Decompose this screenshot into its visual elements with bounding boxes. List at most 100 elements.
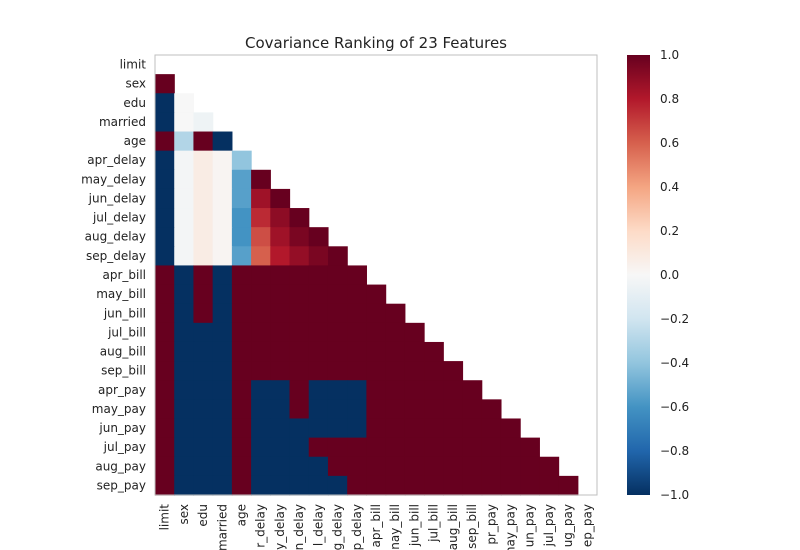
heatmap-cell-edu-limit [155, 93, 175, 113]
heatmap-cell-aug_bill-may_delay [270, 341, 291, 362]
heatmap-cell-jul_delay-apr_delay [251, 208, 271, 228]
heatmap-cell-jun_bill-may_delay [270, 303, 291, 324]
colorbar-tick-label: −0.6 [660, 400, 689, 414]
heatmap-cell-jun_bill-age [231, 303, 252, 324]
y-tick-label-jun_bill: jun_bill [103, 306, 146, 320]
heatmap-cell-may_bill-edu [193, 284, 214, 305]
heatmap-cell-sep_pay-aug_bill [443, 475, 464, 496]
heatmap-cell-aug_delay-may_delay [270, 227, 291, 247]
heatmap-cell-jul_bill-age [231, 322, 252, 343]
heatmap-cell-sep_bill-may_bill [385, 361, 406, 381]
heatmap-cell-jun_delay-edu [193, 188, 214, 209]
heatmap-cell-aug_delay-sex [174, 227, 195, 247]
y-tick-label-edu: edu [123, 96, 146, 110]
heatmap-cell-jul_delay-may_delay [270, 208, 291, 228]
heatmap-cell-jun_pay-edu [193, 418, 214, 439]
colorbar-tick-label: 1.0 [660, 48, 679, 62]
x-tick-label-sep_pay: ep_pay [580, 504, 594, 547]
heatmap-cell-aug_bill-jun_delay [289, 341, 310, 362]
heatmap-cell-apr_pay-aug_bill [443, 380, 464, 400]
heatmap-cell-aug_bill-edu [193, 341, 214, 362]
x-tick-label-aug_pay: ug_pay [561, 504, 575, 547]
heatmap-cell-may_delay-sex [174, 169, 195, 190]
heatmap-cell-married-sex [174, 112, 195, 133]
heatmap-cell-aug_pay-apr_pay [481, 456, 502, 477]
heatmap-cell-may_pay-sex [174, 399, 195, 420]
heatmap-cell-jul_bill-jun_bill [404, 322, 425, 343]
heatmap-cell-may_bill-aug_delay [327, 284, 348, 305]
heatmap-cell-aug_pay-apr_delay [251, 456, 271, 477]
heatmap-cell-may_pay-edu [193, 399, 214, 420]
y-tick-label-married: married [99, 115, 146, 129]
colorbar-tick-label: 0.2 [660, 224, 679, 238]
heatmap-cell-may_pay-limit [155, 399, 175, 420]
heatmap-cell-age-edu [193, 131, 214, 152]
heatmap-cell-apr_pay-jul_bill [424, 380, 444, 400]
heatmap-cell-sep_delay-aug_delay [327, 246, 348, 267]
heatmap-cell-age-limit [155, 131, 175, 152]
heatmap-cell-jun_pay-aug_delay [327, 418, 348, 439]
x-tick-labels: limit sex edu married age r_delay y_delay n_del… [158, 504, 595, 550]
x-tick-label-jul_pay: jul_pay [542, 504, 556, 547]
colorbar-tick-label: 0.0 [660, 268, 679, 282]
heatmap-cell-may_bill-may_delay [270, 284, 291, 305]
heatmap-cell-sep_pay-jul_delay [308, 475, 329, 496]
y-tick-label-may_pay: may_pay [92, 402, 146, 416]
colorbar-tick-label: −0.8 [660, 444, 689, 458]
plot-frame [154, 54, 598, 496]
heatmap-cell-may_pay-sep_bill [462, 399, 483, 420]
heatmap-cell-jul_delay-edu [193, 208, 214, 228]
heatmap-cell-apr_delay-limit [155, 150, 175, 171]
heatmap-cell-sep_pay-sep_bill [462, 475, 483, 496]
heatmap-cell-jun_pay-limit [155, 418, 175, 439]
y-tick-label-aug_delay: aug_delay [85, 230, 146, 244]
heatmap-cell-may_pay-jun_delay [289, 399, 310, 420]
heatmap-cell-apr_pay-limit [155, 380, 175, 400]
heatmap-cell-apr_pay-edu [193, 380, 214, 400]
heatmap-cell-may_pay-apr_delay [251, 399, 271, 420]
heatmap-cell-sep_bill-may_delay [270, 361, 291, 381]
heatmap-cell-jun_bill-apr_bill [366, 303, 387, 324]
heatmap-cell-aug_pay-may_pay [500, 456, 521, 477]
heatmap-cell-sep_pay-limit [155, 475, 175, 496]
heatmap-cell-jun_pay-age [231, 418, 252, 439]
heatmap-cell-may_pay-apr_bill [366, 399, 387, 420]
heatmap-cell-jun_bill-limit [155, 303, 175, 324]
heatmap-cell-sep_bill-sex [174, 361, 195, 381]
heatmap-cell-jun_bill-apr_delay [251, 303, 271, 324]
heatmap-cell-sep_pay-age [231, 475, 252, 496]
x-tick-label-age: age [234, 504, 248, 526]
heatmap-cell-sep_pay-jul_pay [539, 475, 560, 496]
heatmap-cell-aug_pay-limit [155, 456, 175, 477]
heatmap-cell-sep_delay-sex [174, 246, 195, 267]
x-tick-label-apr_pay: pr_pay [484, 504, 498, 545]
x-tick-label-may_pay: nay_pay [504, 504, 518, 550]
heatmap-cell-jun_pay-may_pay [500, 418, 521, 439]
heatmap-cell-aug_pay-apr_bill [366, 456, 387, 477]
heatmap-cell-apr_delay-age [231, 150, 252, 171]
x-tick-label-edu: edu [196, 504, 210, 527]
heatmap-cell-jul_pay-sep_bill [462, 437, 483, 458]
heatmap-cell-sep_bill-jun_delay [289, 361, 310, 381]
heatmap-cell-jun_pay-apr_delay [251, 418, 271, 439]
heatmap-cell-married-limit [155, 112, 175, 133]
y-tick-label-jul_bill: jul_bill [107, 325, 146, 339]
x-tick-label-apr_bill: apr_bill [369, 504, 383, 548]
heatmap-cell-aug_pay-jun_bill [404, 456, 425, 477]
y-tick-label-jul_delay: jul_delay [92, 211, 146, 225]
heatmap-cell-sep_pay-edu [193, 475, 214, 496]
heatmap-cell-apr_delay-married [212, 150, 233, 171]
heatmap-cell-jun_pay-married [212, 418, 233, 439]
heatmap-cell-aug_bill-age [231, 341, 252, 362]
heatmap-cell-may_bill-married [212, 284, 233, 305]
heatmap-cell-may_pay-age [231, 399, 252, 420]
heatmap-cell-apr_pay-age [231, 380, 252, 400]
y-tick-label-apr_pay: apr_pay [98, 383, 146, 397]
heatmap-cell-jul_pay-age [231, 437, 252, 458]
heatmap-cell-sep_bill-married [212, 361, 233, 381]
y-tick-label-sep_bill: sep_bill [101, 364, 146, 378]
heatmap-cell-aug_pay-sep_bill [462, 456, 483, 477]
heatmap-cell-jul_pay-married [212, 437, 233, 458]
x-tick-label-sex: sex [177, 504, 191, 525]
